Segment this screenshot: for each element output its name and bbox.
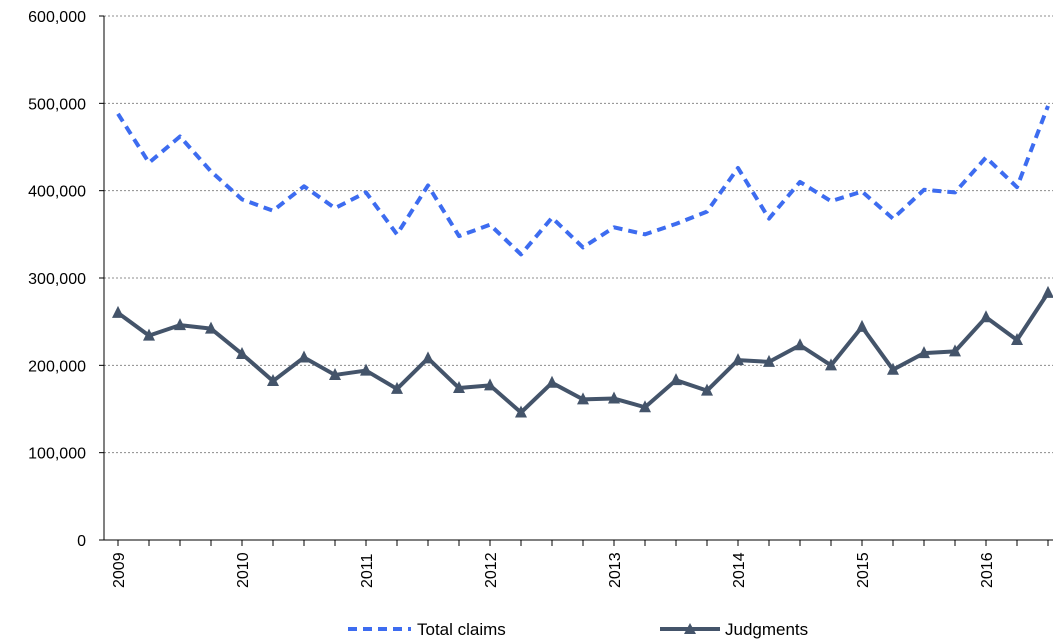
data-point-marker bbox=[143, 328, 155, 341]
data-point-marker bbox=[918, 346, 930, 359]
data-point-marker bbox=[205, 321, 217, 334]
data-point-marker bbox=[763, 354, 775, 367]
data-point-marker bbox=[391, 381, 403, 394]
data-point-marker bbox=[422, 351, 434, 364]
data-point-marker bbox=[484, 378, 496, 391]
x-tick-label: 2015 bbox=[855, 552, 872, 588]
legend-marker-judgments bbox=[684, 623, 696, 634]
legend-label-judgments: Judgments bbox=[725, 620, 808, 639]
data-point-marker bbox=[856, 319, 868, 332]
x-tick-label: 2011 bbox=[359, 553, 376, 588]
y-tick-label: 0 bbox=[77, 533, 86, 550]
legend: Total claims Judgments bbox=[348, 620, 808, 639]
x-axis-ticks: 2009 2010 2011 2012 2013 2014 2015 2016 bbox=[111, 540, 1049, 588]
x-tick-label: 2013 bbox=[607, 552, 624, 588]
series-layer bbox=[112, 105, 1053, 418]
data-point-marker bbox=[112, 305, 124, 318]
y-axis-ticks: 0 100,000 200,000 300,000 400,000 500,000 600,… bbox=[28, 9, 104, 550]
data-point-marker bbox=[887, 362, 899, 375]
data-point-marker bbox=[174, 318, 186, 331]
legend-label-total-claims: Total claims bbox=[417, 620, 506, 639]
data-point-marker bbox=[980, 310, 992, 323]
data-point-marker bbox=[236, 346, 248, 359]
y-tick-label: 100,000 bbox=[28, 446, 86, 463]
data-point-marker bbox=[1042, 285, 1053, 298]
data-point-marker bbox=[949, 344, 961, 357]
gridlines bbox=[104, 15, 1053, 454]
series-line bbox=[116, 105, 1050, 257]
y-tick-label: 300,000 bbox=[28, 271, 86, 288]
data-point-marker bbox=[577, 392, 589, 405]
series-judgments bbox=[112, 285, 1053, 418]
data-point-marker bbox=[267, 374, 279, 387]
y-tick-label: 500,000 bbox=[28, 96, 86, 113]
data-point-marker bbox=[639, 400, 651, 413]
x-tick-label: 2016 bbox=[979, 552, 996, 588]
data-point-marker bbox=[825, 358, 837, 371]
axes bbox=[103, 16, 1053, 541]
data-point-marker bbox=[453, 381, 465, 394]
data-point-marker bbox=[329, 367, 341, 380]
y-tick-label: 600,000 bbox=[28, 9, 86, 26]
data-point-marker bbox=[515, 405, 527, 418]
data-point-marker bbox=[794, 338, 806, 351]
legend-item-judgments: Judgments bbox=[660, 620, 808, 639]
legend-item-total-claims: Total claims bbox=[348, 620, 506, 639]
y-tick-label: 200,000 bbox=[28, 358, 86, 375]
y-tick-label: 400,000 bbox=[28, 184, 86, 201]
data-point-marker bbox=[298, 350, 310, 363]
series-total-claims bbox=[116, 105, 1050, 257]
data-point-marker bbox=[732, 353, 744, 366]
data-point-marker bbox=[360, 363, 372, 376]
x-tick-label: 2014 bbox=[731, 552, 748, 588]
data-point-marker bbox=[1011, 333, 1023, 346]
x-tick-label: 2012 bbox=[483, 552, 500, 588]
x-tick-label: 2010 bbox=[235, 552, 252, 588]
data-point-marker bbox=[670, 373, 682, 386]
data-point-marker bbox=[608, 391, 620, 404]
data-point-marker bbox=[546, 375, 558, 388]
data-point-marker bbox=[701, 383, 713, 396]
x-tick-label: 2009 bbox=[111, 552, 128, 588]
